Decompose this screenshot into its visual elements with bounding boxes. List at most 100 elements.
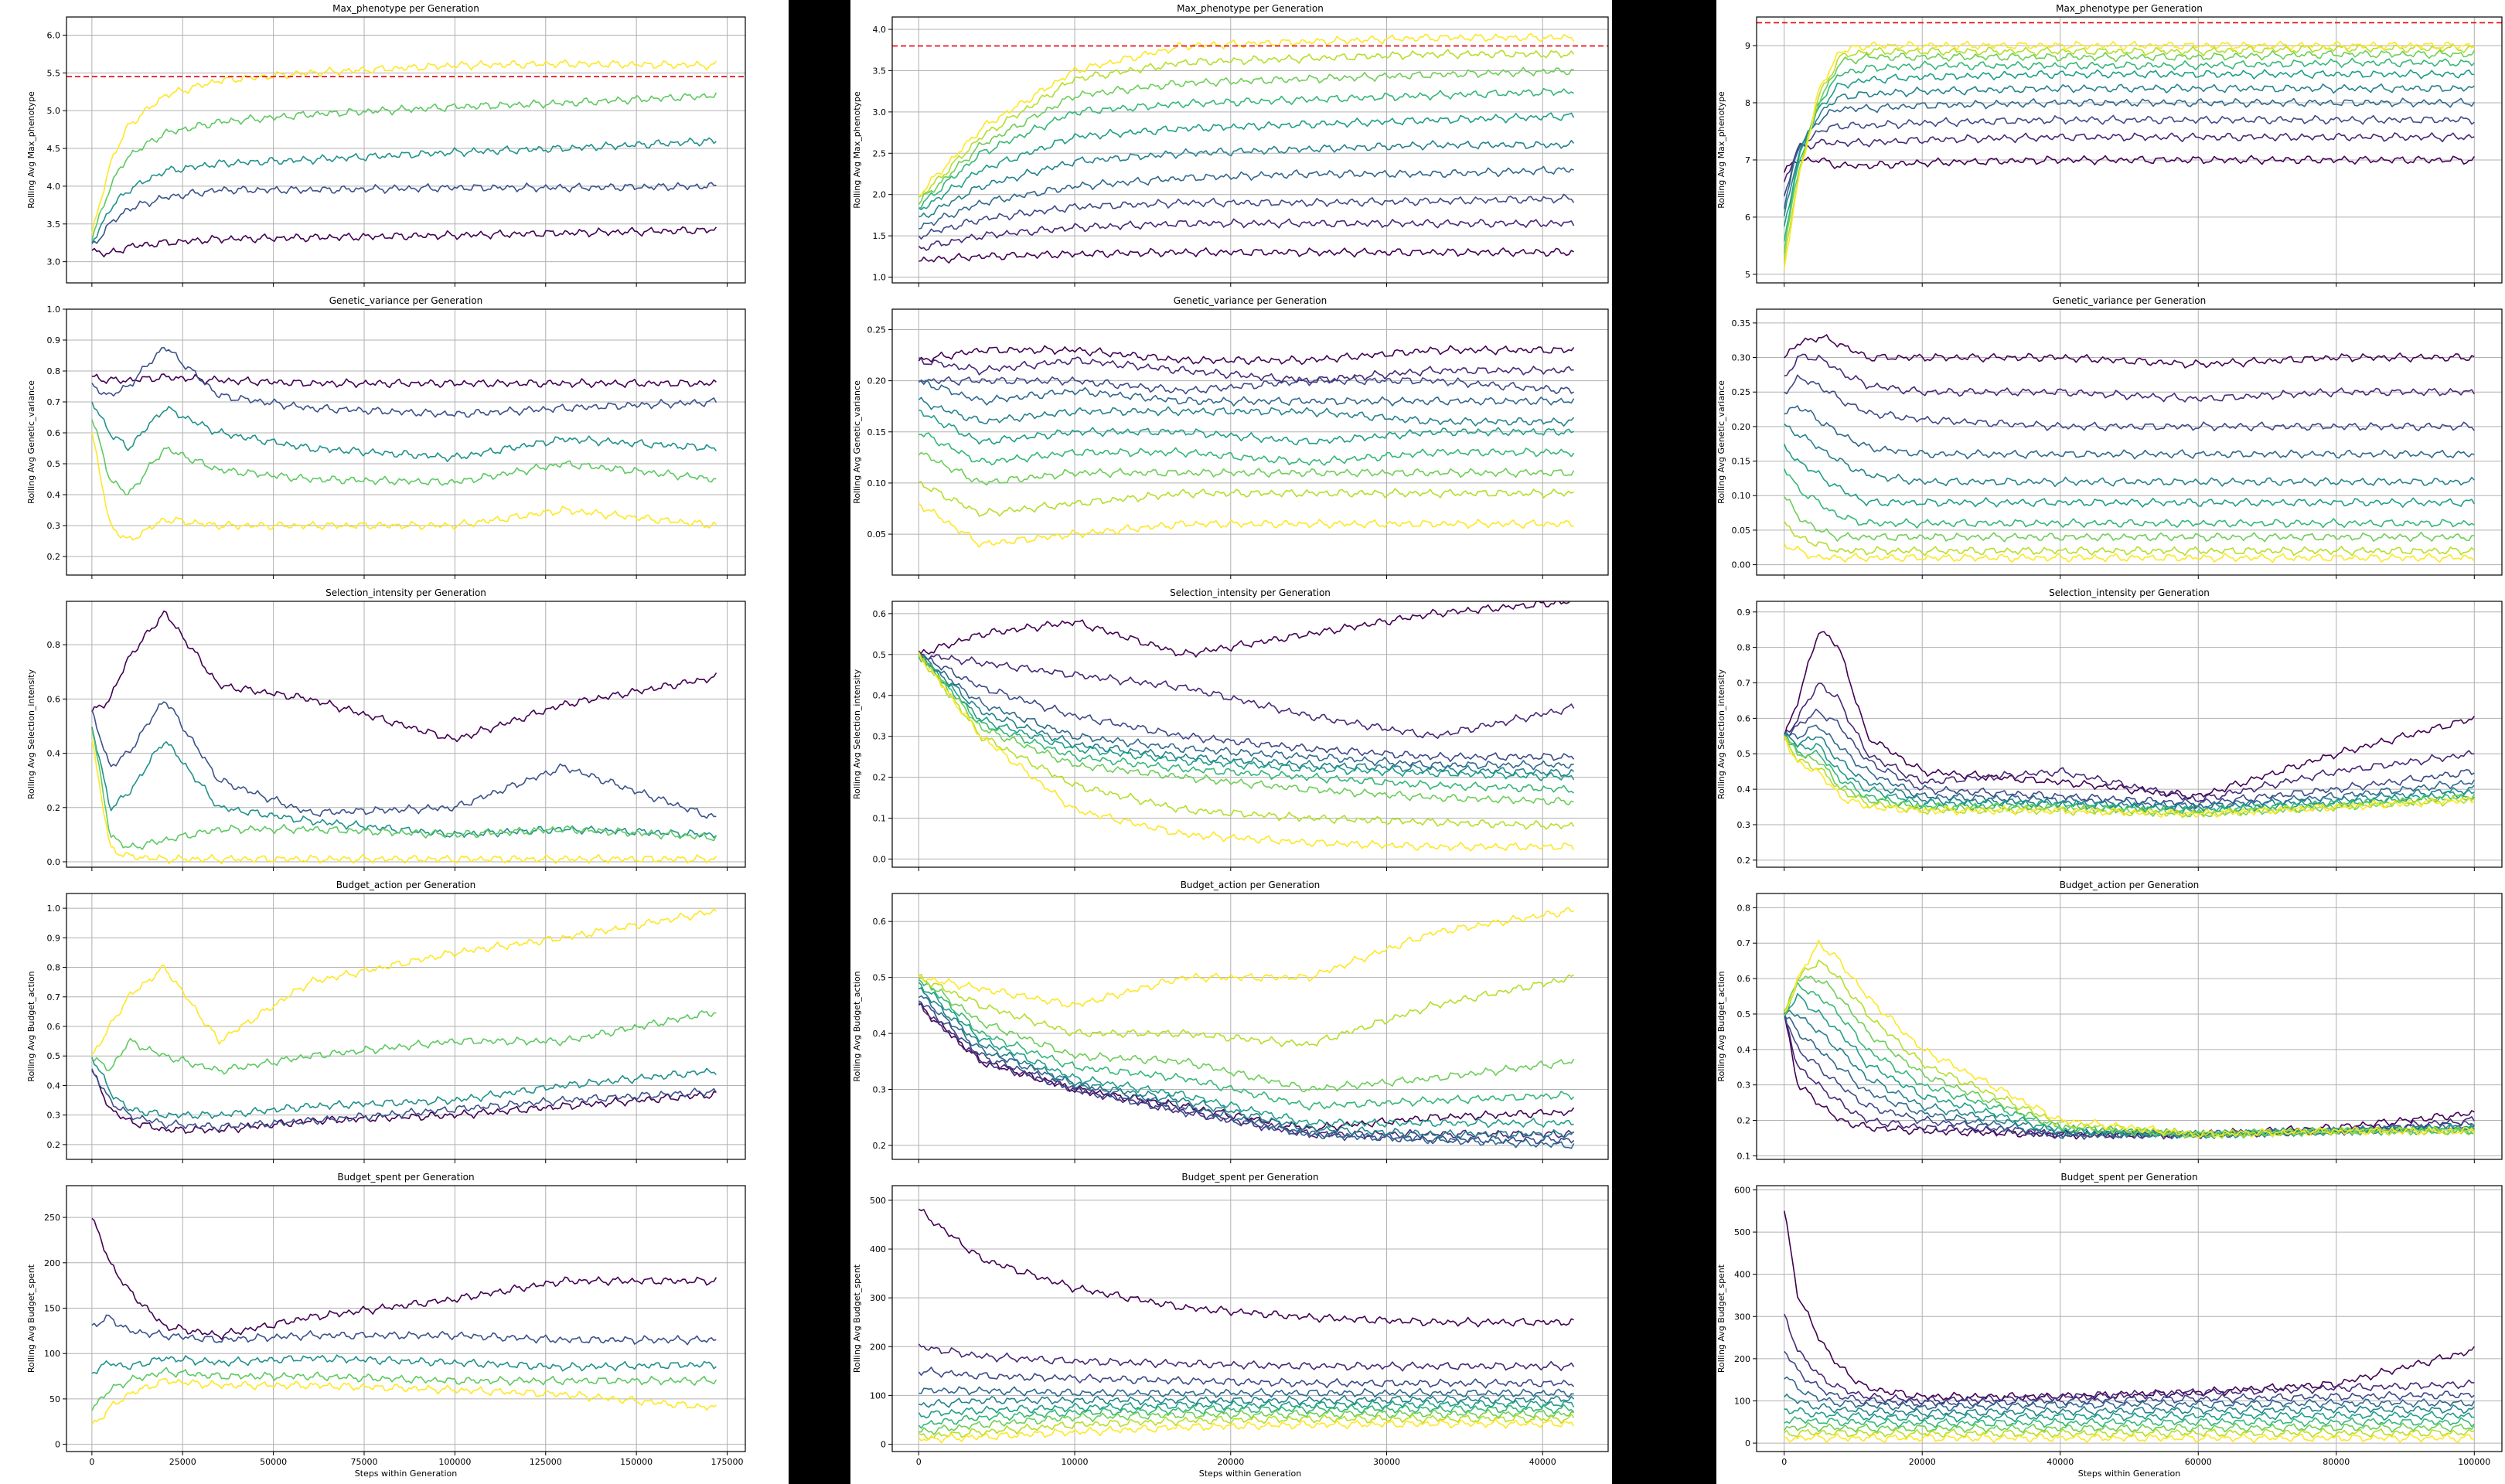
y-tick-label: 0.2 (47, 803, 61, 813)
y-tick-label: 0.5 (1737, 749, 1751, 759)
series-group (1783, 40, 2475, 269)
series-line (91, 401, 717, 462)
y-tick-label: 0.3 (47, 1111, 61, 1121)
series-group (91, 907, 717, 1134)
chart-title: Budget_action per Generation (336, 880, 476, 890)
y-tick-label: 0.05 (1732, 526, 1751, 536)
series-line (918, 650, 1575, 739)
series-line (1784, 521, 2475, 556)
plot-area (1757, 1186, 2502, 1452)
y-axis-label: Rolling Avg Budget_spent (852, 1264, 862, 1373)
series-line (918, 907, 1574, 1008)
plot-area (892, 309, 1608, 575)
chart-title: Selection_intensity per Generation (1170, 587, 1331, 598)
series-line (918, 432, 1575, 466)
series-line (918, 140, 1575, 218)
plot-area (892, 17, 1608, 283)
y-tick-label: 0.05 (867, 529, 887, 539)
axes-frame (1756, 16, 2503, 284)
y-tick-label: 0.15 (1732, 457, 1751, 467)
x-tick-label: 40000 (2047, 1457, 2074, 1467)
series-line (918, 376, 1574, 395)
x-tick-label: 0 (89, 1457, 94, 1467)
series-line (1783, 543, 2475, 563)
subplot: 0.05 0.10 0.15 0.20 0.25 Genetic_variance per… (852, 295, 1609, 579)
series-line (1784, 423, 2475, 488)
series-line (1784, 1416, 2475, 1428)
y-tick-label: 0 (881, 1440, 886, 1450)
x-tick-label: 20000 (1909, 1457, 1936, 1467)
series-line (1783, 49, 2475, 254)
series-line (918, 601, 1570, 658)
series-line (918, 982, 1574, 1128)
series-line (1784, 374, 2475, 432)
x-tick-label: 0 (1781, 1457, 1787, 1467)
series-line (1783, 1313, 2475, 1405)
series-line (91, 1314, 717, 1346)
y-tick-label: 0.1 (1737, 1151, 1751, 1161)
y-tick-label: 0.35 (1732, 318, 1751, 328)
series-line (918, 165, 1574, 230)
y-tick-label: 2.0 (873, 190, 887, 200)
y-tick-label: 8 (1745, 98, 1750, 108)
y-tick-label: 0.4 (47, 490, 61, 500)
plot-area (66, 1186, 745, 1452)
y-tick-label: 0.10 (1732, 491, 1751, 501)
y-tick-label: 0.20 (1732, 422, 1751, 432)
series-group (1783, 631, 2476, 819)
series-line (918, 1404, 1575, 1429)
y-axis-label: Rolling Avg Genetic_variance (852, 380, 862, 504)
series-line (918, 1408, 1574, 1435)
y-tick-label: 50 (49, 1394, 60, 1404)
chart-title: Max_phenotype per Generation (332, 3, 479, 14)
series-line (91, 727, 717, 839)
y-tick-label: 0.30 (1732, 353, 1751, 363)
y-tick-label: 0.25 (1732, 387, 1751, 397)
y-tick-label: 0.4 (873, 691, 887, 701)
series-line (1784, 959, 2475, 1139)
series-line (1783, 443, 2475, 508)
column-divider-right (1612, 0, 1716, 1484)
series-line (1783, 631, 2475, 800)
series-line (91, 907, 717, 1056)
y-tick-label: 600 (1734, 1185, 1750, 1195)
y-tick-label: 0.3 (873, 732, 887, 742)
series-group (91, 1217, 717, 1425)
x-tick-label: 60000 (2185, 1457, 2212, 1467)
y-tick-label: 0.2 (1737, 1116, 1751, 1126)
y-tick-label: 0.5 (873, 973, 887, 983)
y-tick-label: 0.8 (47, 640, 61, 650)
y-tick-label: 0.6 (873, 609, 887, 619)
chart-title: Selection_intensity per Generation (2049, 587, 2210, 598)
y-tick-label: 0.9 (47, 933, 61, 943)
y-tick-label: 400 (1734, 1270, 1750, 1280)
series-line (918, 979, 1575, 1111)
y-tick-label: 6.0 (47, 30, 61, 40)
y-axis-label: Rolling Avg Genetic_variance (1716, 380, 1726, 504)
y-tick-label: 0.4 (1737, 785, 1751, 795)
series-line (918, 32, 1575, 196)
subplot: 0.2 0.3 0.4 0.5 0.6 0.7 0.8 0.9 1.0 Genetic_varia… (26, 295, 746, 579)
y-tick-label: 0.5 (47, 459, 61, 469)
chart-title: Budget_spent per Generation (1181, 1172, 1318, 1183)
series-line (91, 729, 717, 850)
y-tick-label: 0.6 (873, 917, 887, 927)
series-group (918, 345, 1575, 548)
plot-area (66, 601, 745, 867)
y-tick-label: 5 (1745, 270, 1750, 280)
x-tick-label: 50000 (260, 1457, 287, 1467)
series-line (1784, 496, 2475, 543)
series-group (1783, 939, 2475, 1140)
y-tick-label: 0.5 (47, 1051, 61, 1061)
series-line (91, 373, 717, 389)
series-line (918, 66, 1574, 205)
y-tick-label: 2.5 (873, 148, 887, 158)
series-line (91, 1070, 717, 1134)
y-tick-label: 3.0 (873, 107, 887, 117)
series-line (1783, 468, 2475, 529)
series-group (91, 59, 717, 257)
axes-frame (1756, 1185, 2503, 1452)
series-line (1784, 1421, 2475, 1434)
y-tick-label: 0.6 (47, 1022, 61, 1032)
